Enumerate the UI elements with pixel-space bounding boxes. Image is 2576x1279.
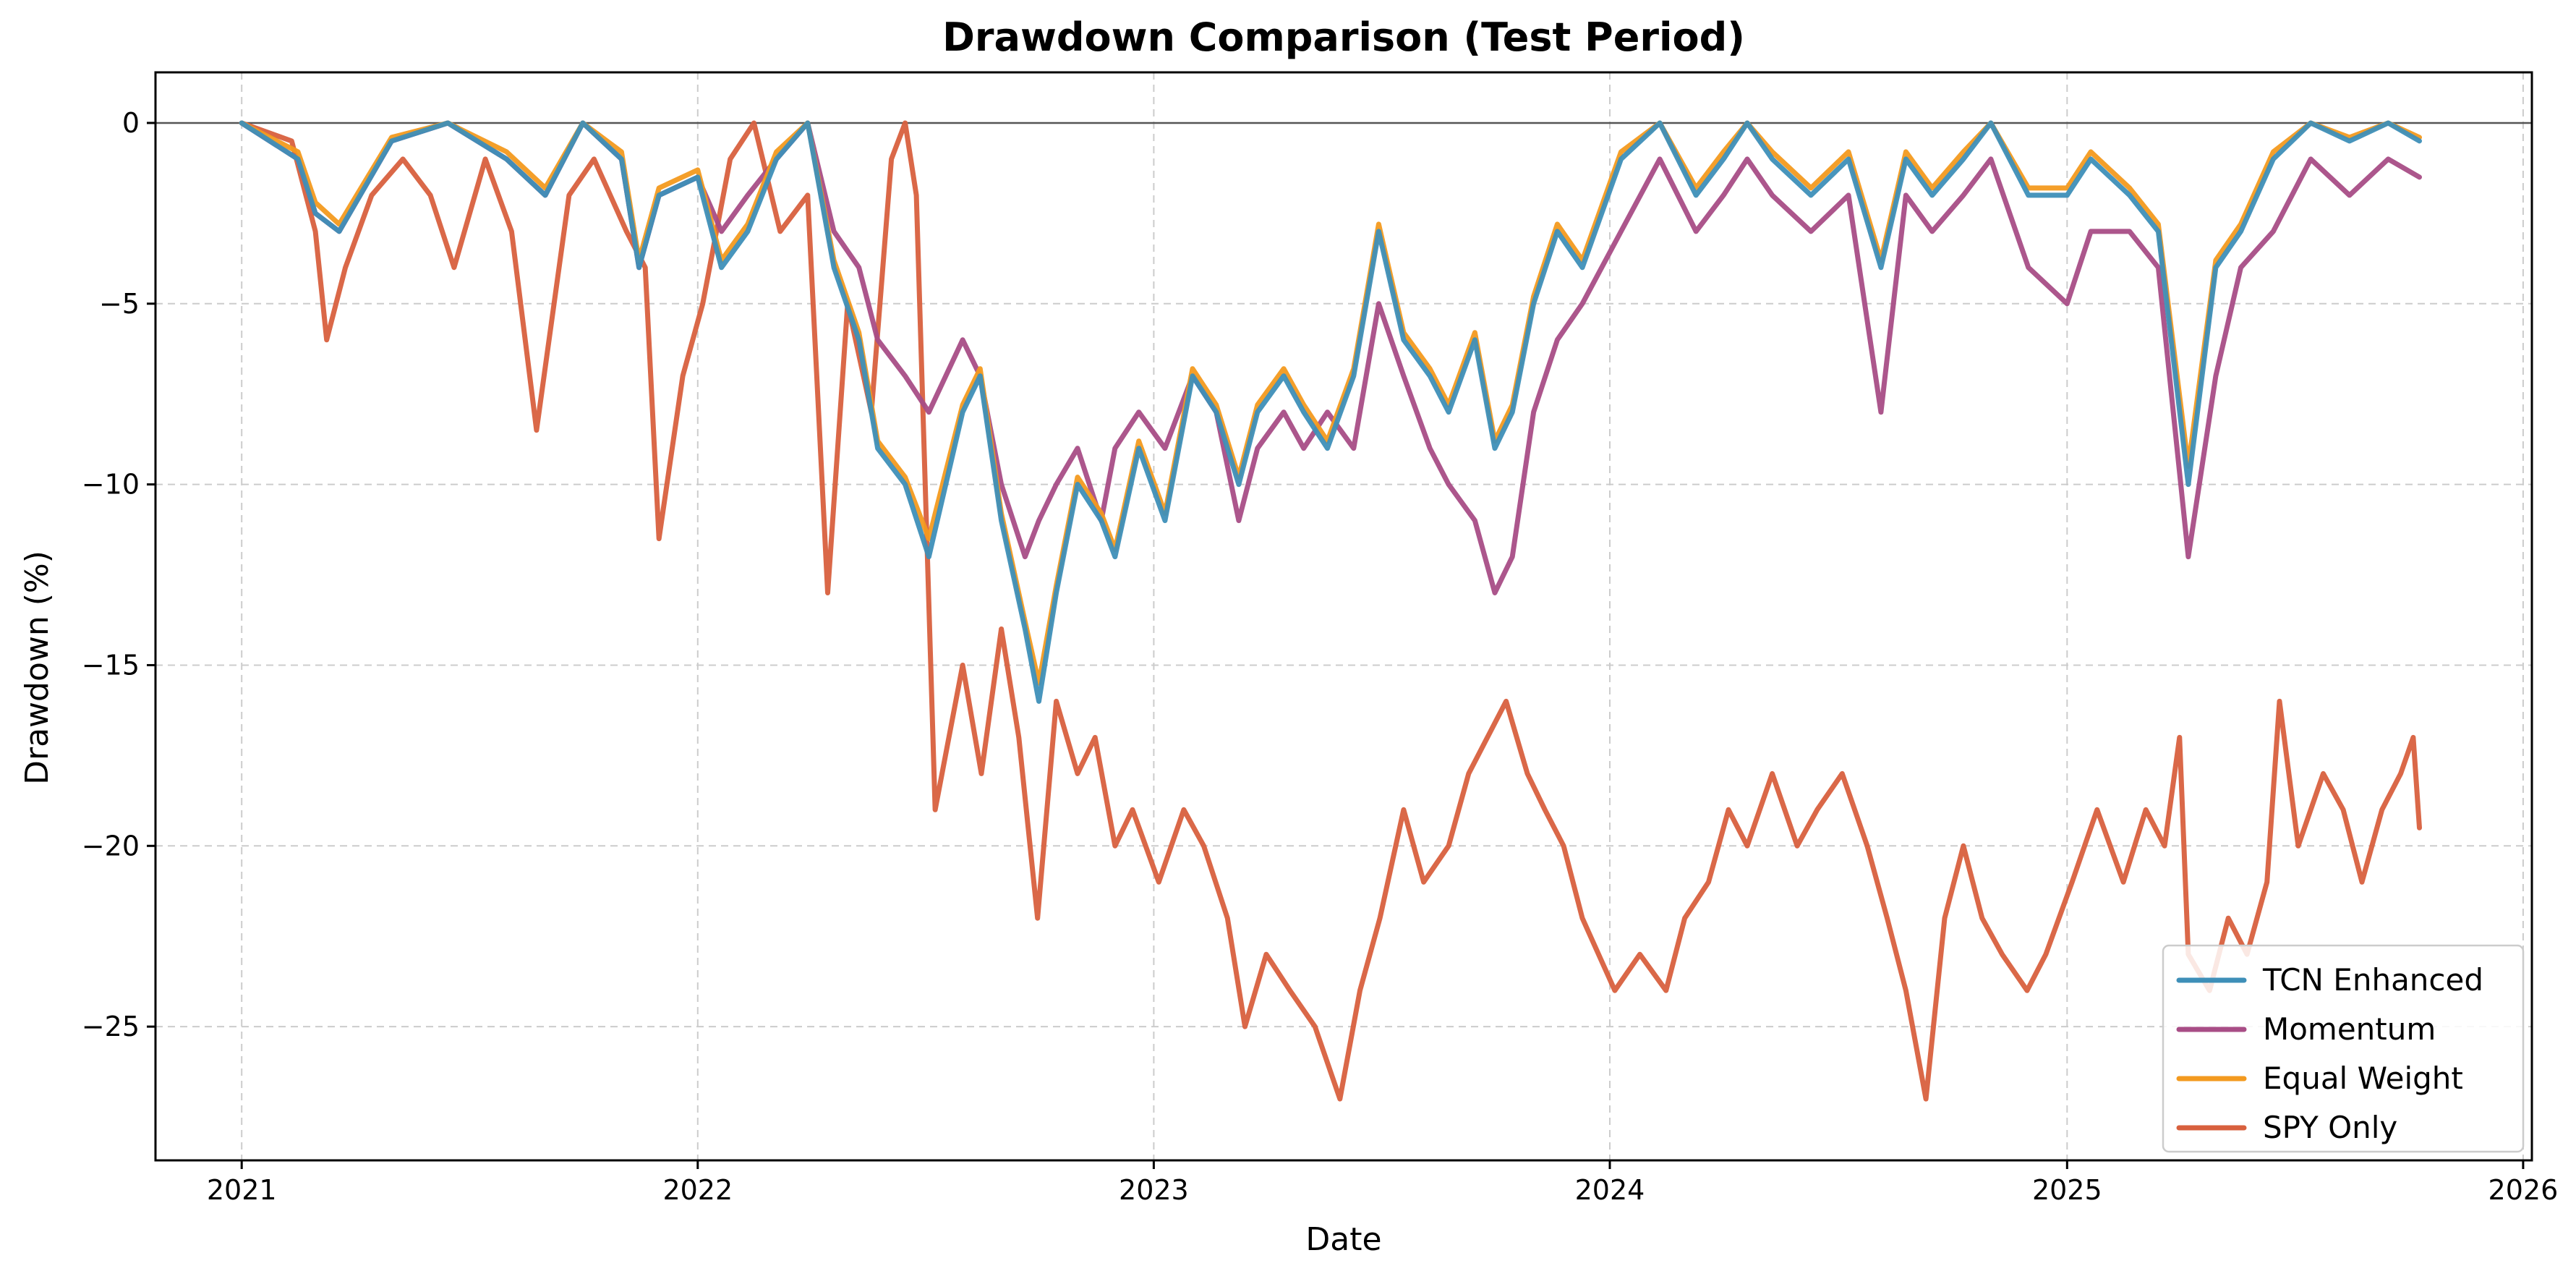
series-line-tcn-enhanced [239,120,2422,704]
y-tick-label: −10 [82,469,140,501]
legend-label: Equal Weight [2263,1061,2463,1096]
series-lines [239,120,2422,1102]
x-tick-label: 2024 [1575,1174,1645,1206]
series-line-momentum [239,120,2422,595]
y-axis-label: Drawdown (%) [19,551,56,785]
x-tick-label: 2022 [662,1174,733,1206]
x-tick-label: 2023 [1119,1174,1189,1206]
legend-label: SPY Only [2263,1110,2397,1145]
chart-title: Drawdown Comparison (Test Period) [942,14,1745,60]
x-tick-label: 2025 [2032,1174,2102,1206]
x-tick-label: 2026 [2488,1174,2559,1206]
series-line-spy-only [239,120,2422,1102]
legend-label: Momentum [2263,1011,2436,1047]
y-tick-label: −20 [82,830,140,862]
y-tick-label: −5 [99,288,140,320]
axis-ticks: 2021 2022 2023 2024 2025 2026 0 −5 −10 −15 −20 −25 [82,107,2558,1206]
x-tick-label: 2021 [207,1174,277,1206]
legend-label: TCN Enhanced [2262,962,2483,998]
x-axis-label: Date [1305,1221,1381,1258]
y-tick-label: −15 [82,649,140,681]
legend: TCN Enhanced Momentum Equal Weight SPY Only [2162,944,2525,1153]
plot-frame [154,71,2533,1162]
y-tick-label: −25 [82,1011,140,1042]
legend-box [2162,944,2525,1153]
y-tick-label: 0 [122,107,140,139]
